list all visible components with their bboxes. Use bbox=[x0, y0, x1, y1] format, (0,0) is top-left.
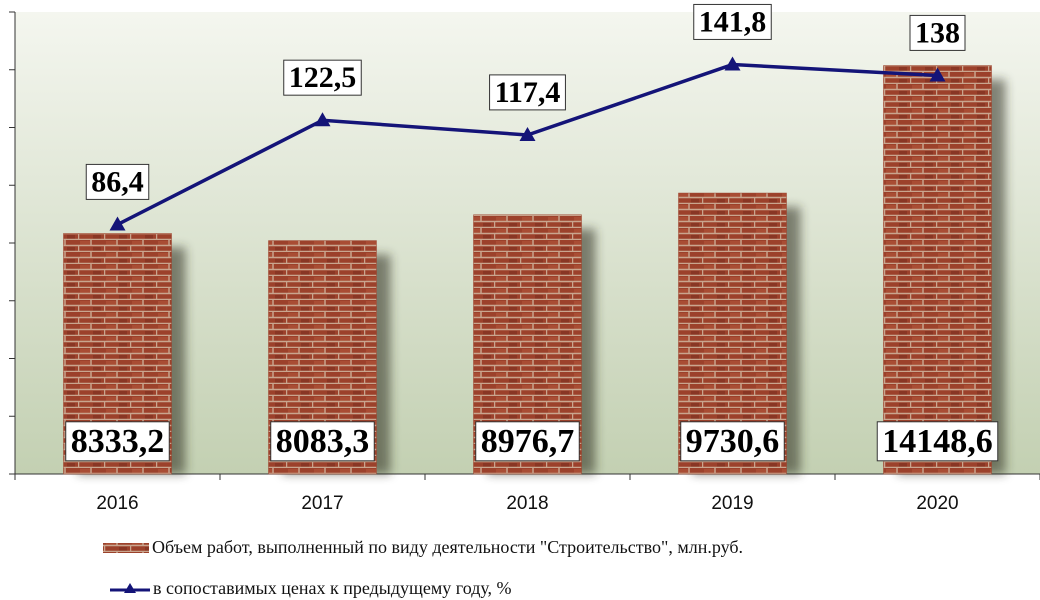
line-label: 138 bbox=[915, 16, 960, 49]
legend-swatch-bar bbox=[103, 543, 149, 553]
legend-label: в сопоставимых ценах к предыдущему году,… bbox=[153, 578, 512, 598]
bar-label-box bbox=[475, 421, 580, 462]
bar-label: 9730,6 bbox=[686, 423, 780, 460]
x-tick-label: 2017 bbox=[301, 493, 343, 514]
line-label-box bbox=[85, 163, 150, 200]
bar-label-box bbox=[270, 421, 375, 462]
line-marker bbox=[109, 216, 126, 231]
legend-marker bbox=[124, 583, 136, 593]
x-tick-label: 2020 bbox=[916, 493, 958, 514]
line-label: 117,4 bbox=[495, 76, 561, 109]
line-marker bbox=[314, 112, 331, 127]
bar bbox=[883, 65, 992, 475]
line-label-box bbox=[693, 3, 772, 40]
line-label: 86,4 bbox=[91, 165, 144, 198]
bar-label: 8976,7 bbox=[481, 423, 575, 460]
bar-label: 14148,6 bbox=[882, 423, 993, 460]
x-tick-label: 2019 bbox=[711, 493, 753, 514]
x-tick-label: 2016 bbox=[96, 493, 138, 514]
line-label: 122,5 bbox=[289, 61, 357, 94]
bar-label-box bbox=[680, 421, 785, 462]
line-marker bbox=[929, 67, 946, 82]
plot: 8333,2 8083,3 8976,7 9730,6 14148,6 86,4 122,5… bbox=[9, 3, 1040, 480]
line-marker bbox=[724, 56, 741, 71]
line-marker bbox=[519, 127, 536, 142]
line-label-box bbox=[909, 14, 966, 51]
bar-label: 8333,2 bbox=[71, 423, 165, 460]
line-label: 141,8 bbox=[699, 5, 767, 38]
line-label-box bbox=[489, 74, 566, 111]
bar-label: 8083,3 bbox=[276, 423, 370, 460]
bar-label-box bbox=[876, 421, 999, 462]
x-tick-label: 2018 bbox=[506, 493, 548, 514]
legend-label: Объем работ, выполненный по виду деятель… bbox=[152, 537, 743, 557]
line-label-box bbox=[283, 59, 362, 96]
bar-label-box bbox=[65, 421, 170, 462]
